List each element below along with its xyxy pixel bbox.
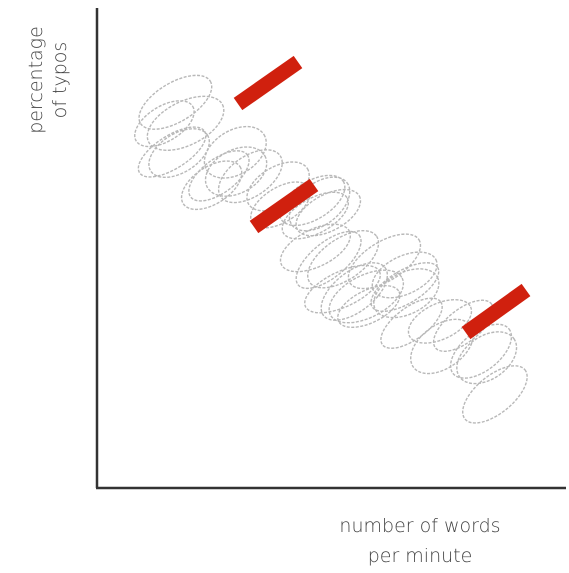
sketch-ellipse: [456, 331, 518, 385]
sketch-ellipse: [347, 233, 422, 290]
sketch-ellipse: [320, 262, 389, 321]
y-axis-label: percentage of typos: [25, 26, 71, 134]
sketch-ellipse: [146, 95, 225, 151]
sketch-ellipse: [138, 74, 213, 130]
sketch-ellipse: [180, 160, 243, 211]
sketch-ellipse: [204, 146, 268, 197]
x-label-line: per minute: [368, 545, 473, 567]
sketch-ellipse: [407, 298, 473, 344]
sketch-ellipse: [370, 262, 440, 312]
sketch-ellipse: [337, 284, 401, 329]
y-label-line: percentage: [25, 26, 47, 134]
sketch-ellipse: [188, 150, 250, 202]
red-marker: [249, 178, 319, 234]
sketch-ellipse: [304, 264, 381, 314]
red-marker: [233, 55, 303, 111]
sketch-ellipse: [134, 100, 195, 148]
sketch-ellipse: [432, 299, 494, 353]
sketch-ellipse: [371, 251, 438, 299]
sketch-ellipse: [307, 229, 380, 289]
sketch-ellipse: [462, 365, 528, 424]
scatter-sketch: [134, 74, 528, 424]
sketch-ellipse: [203, 125, 267, 179]
red-marker: [461, 283, 531, 340]
y-label-line: of typos: [49, 42, 71, 119]
x-label-line: number of words: [339, 515, 500, 537]
sketch-ellipse: [328, 269, 405, 324]
sketch-ellipse: [295, 188, 362, 237]
sketch-ellipse: [217, 149, 283, 204]
sketch-ellipse: [279, 223, 352, 273]
sketch-ellipse: [295, 230, 362, 290]
